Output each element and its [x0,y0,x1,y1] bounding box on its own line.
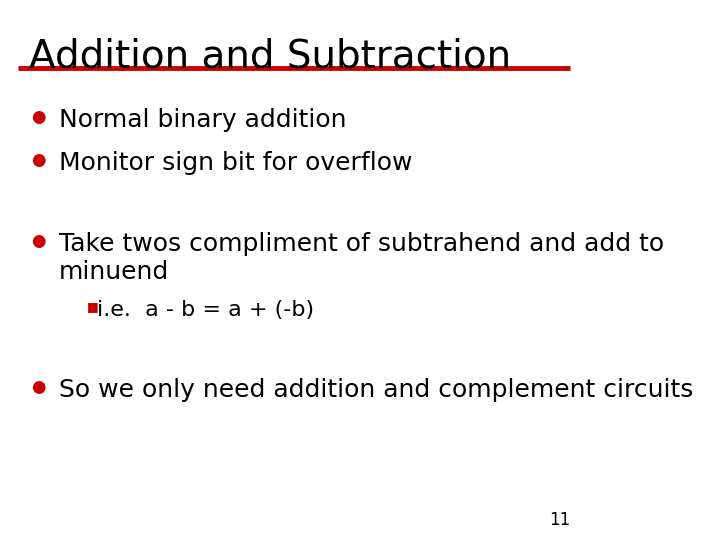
Text: ●: ● [30,232,45,250]
Text: Normal binary addition: Normal binary addition [59,108,346,132]
Text: Take twos compliment of subtrahend and add to
minuend: Take twos compliment of subtrahend and a… [59,232,664,284]
Text: ●: ● [30,378,45,396]
Text: 11: 11 [549,511,570,529]
Text: So we only need addition and complement circuits: So we only need addition and complement … [59,378,693,402]
Text: ●: ● [30,108,45,126]
Text: i.e.  a - b = a + (-b): i.e. a - b = a + (-b) [97,300,314,320]
Text: Monitor sign bit for overflow: Monitor sign bit for overflow [59,151,413,175]
Text: Addition and Subtraction: Addition and Subtraction [30,38,511,76]
Text: ■: ■ [86,300,98,313]
Text: ●: ● [30,151,45,169]
